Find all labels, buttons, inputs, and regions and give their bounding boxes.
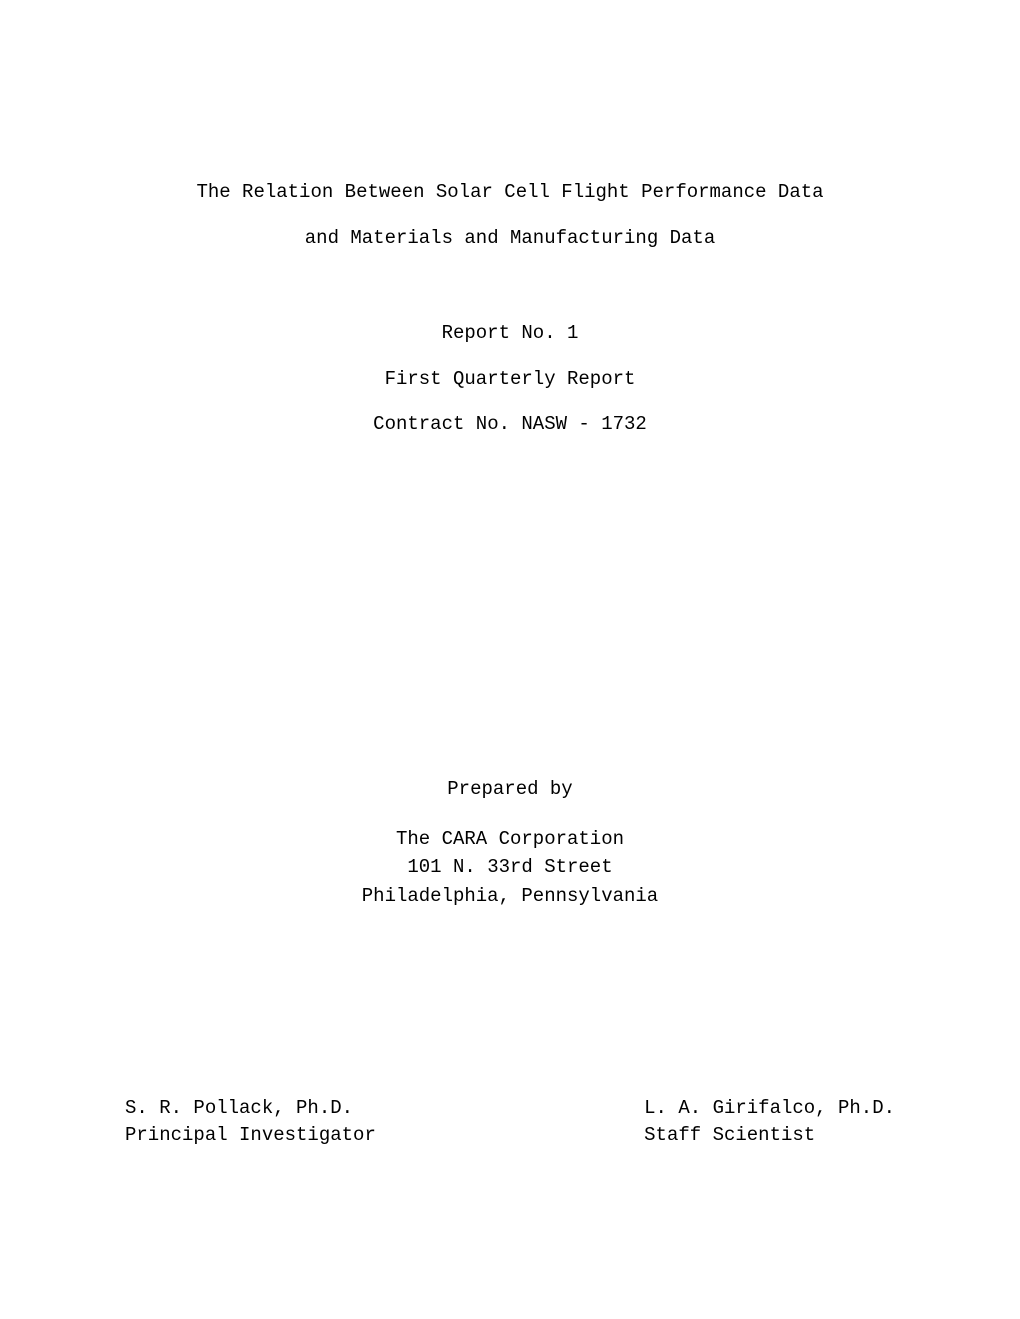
prepared-by-block: Prepared by [120, 778, 900, 800]
contract-number: Contract No. NASW - 1732 [120, 402, 900, 448]
secondary-author-role: Staff Scientist [644, 1122, 895, 1149]
document-page: The Relation Between Solar Cell Flight P… [0, 0, 1020, 1319]
prepared-by-label: Prepared by [120, 778, 900, 800]
authors-row: S. R. Pollack, Ph.D. Principal Investiga… [120, 1095, 900, 1148]
secondary-author-name: L. A. Girifalco, Ph.D. [644, 1095, 895, 1122]
primary-author-block: S. R. Pollack, Ph.D. Principal Investiga… [125, 1095, 376, 1148]
title-block: The Relation Between Solar Cell Flight P… [120, 170, 900, 261]
secondary-author-block: L. A. Girifalco, Ph.D. Staff Scientist [644, 1095, 895, 1148]
organization-block: The CARA Corporation 101 N. 33rd Street … [120, 825, 900, 911]
organization-city-state: Philadelphia, Pennsylvania [120, 882, 900, 911]
primary-author-role: Principal Investigator [125, 1122, 376, 1149]
organization-name: The CARA Corporation [120, 825, 900, 854]
title-line-1: The Relation Between Solar Cell Flight P… [120, 170, 900, 216]
report-number: Report No. 1 [120, 311, 900, 357]
primary-author-name: S. R. Pollack, Ph.D. [125, 1095, 376, 1122]
report-info-block: Report No. 1 First Quarterly Report Cont… [120, 311, 900, 448]
report-type: First Quarterly Report [120, 357, 900, 403]
title-line-2: and Materials and Manufacturing Data [120, 216, 900, 262]
organization-street: 101 N. 33rd Street [120, 853, 900, 882]
